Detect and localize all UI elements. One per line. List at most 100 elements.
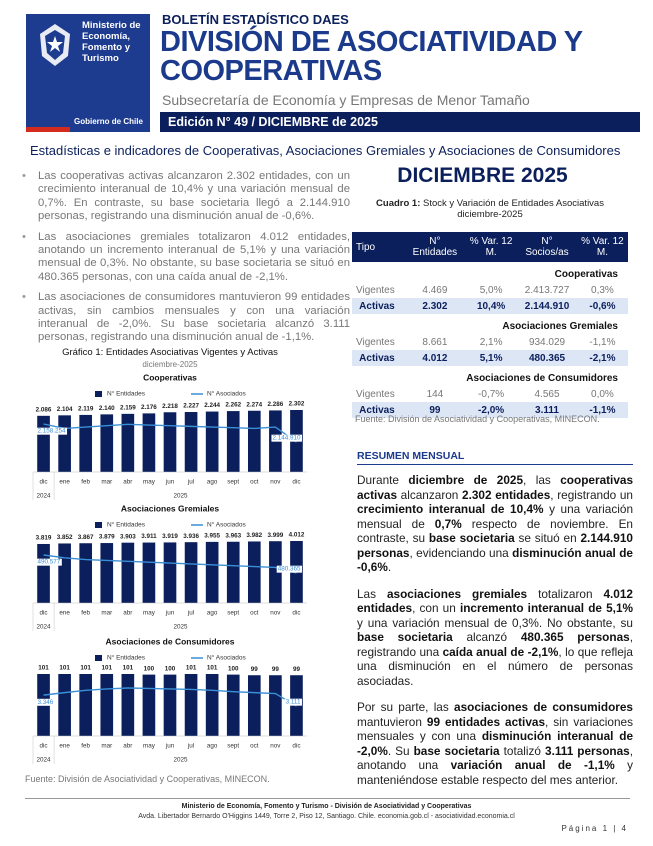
bar: [58, 415, 71, 472]
bar: [205, 674, 219, 736]
x-tick-label: jul: [187, 479, 194, 486]
caption-label: Cuadro 1:: [376, 198, 421, 209]
cell: 2.144.910: [517, 298, 577, 314]
value-label: 3.936: [183, 533, 199, 540]
x-tick-label: dic: [40, 610, 48, 617]
text-run: , registrando un: [550, 487, 633, 502]
value-label: 2.158.254: [38, 428, 67, 435]
cell: 5,0%: [479, 284, 503, 296]
footer-org: Ministerio de Economía, Fomento y Turism…: [181, 803, 472, 810]
value-label: 100: [144, 665, 155, 672]
bar: [100, 414, 114, 472]
bar: [205, 411, 219, 472]
text-run: caída anual de -2,1%: [442, 644, 559, 659]
legend-label: N° Asociados: [207, 654, 246, 662]
x-group-label: 2025: [174, 757, 189, 764]
value-label: 2.144.910: [272, 435, 301, 442]
value-label: 101: [102, 665, 113, 672]
header-cell: N° Socios/as: [517, 232, 577, 262]
subtitle: Subsecretaría de Economía y Empresas de …: [162, 92, 530, 108]
value-label: 3.346: [38, 699, 54, 706]
chart: Asociaciones de Consumidores N° Entidades…: [32, 636, 307, 764]
x-tick-label: sept: [227, 743, 239, 750]
legend-swatch: [95, 522, 102, 528]
legend-label: N° Asociados: [207, 390, 246, 398]
month-title: DICIEMBRE 2025: [397, 164, 568, 187]
bullet: Las cooperativas activas alcanzaron 2.30…: [22, 170, 350, 224]
cell: 2.302: [404, 298, 466, 314]
table-row: Activas 4.012 5,1% 480.365 -2,1%: [352, 350, 628, 366]
paragraph: Las asociaciones gremiales totalizaron 4…: [357, 587, 633, 689]
x-tick-label: sept: [227, 479, 239, 486]
footer-rule: [25, 798, 630, 799]
line: [43, 687, 297, 707]
x-tick-label: feb: [81, 743, 90, 750]
x-tick-label: may: [143, 479, 156, 486]
chart-title: Cooperativas: [143, 372, 197, 382]
value-label: 2.302: [289, 401, 305, 408]
x-tick-label: abr: [123, 743, 132, 750]
text-run: Las: [357, 586, 387, 601]
paragraph: Durante diciembre de 2025, las cooperati…: [357, 473, 633, 575]
x-tick-label: dic: [292, 479, 300, 486]
x-tick-label: ene: [59, 479, 70, 486]
text-run: , anotando una: [357, 743, 634, 773]
text-run: respecto de noviembre. En contraste, su: [357, 516, 633, 546]
text-run: alcanzó: [452, 630, 521, 644]
value-label: 2.227: [183, 403, 199, 410]
chart-source: Fuente: División de Asociatividad y Coop…: [25, 774, 270, 784]
cell: 4.469: [422, 284, 448, 296]
x-tick-label: may: [143, 743, 156, 750]
x-group-label: 2025: [174, 624, 189, 631]
x-group-label: 2024: [37, 757, 52, 764]
x-tick-label: oct: [250, 743, 259, 750]
value-label: 2.244: [204, 402, 220, 409]
text-run: base societaria: [413, 743, 500, 758]
header-cell: % Var. 12 M.: [576, 232, 628, 262]
cell: Vigentes: [356, 388, 395, 400]
bar: [163, 674, 177, 736]
x-tick-label: mar: [101, 610, 112, 617]
chart-group-subtitle: diciembre-2025: [142, 360, 198, 369]
logo-stripe: [26, 127, 70, 132]
value-label: 2.218: [162, 403, 178, 410]
value-label: 99: [272, 666, 280, 673]
text-run: 0,7%: [434, 516, 462, 531]
legend-label: N° Asociados: [207, 521, 246, 529]
bullets: Las cooperativas activas alcanzaron 2.30…: [20, 170, 350, 352]
table: Tipo N° Entidades% Var. 12 M. N° Socios/as…: [352, 232, 628, 418]
cell: 3.111: [517, 402, 577, 418]
header-cell: % Var. 12 M.: [465, 232, 518, 262]
bar: [142, 413, 156, 472]
bullet: Las asociaciones de consumidores mantuvi…: [22, 291, 350, 345]
text-run: 2.144.910 personas: [357, 531, 633, 560]
bar: [121, 674, 135, 736]
cell: Vigentes: [356, 284, 395, 296]
cell: 5,1%: [465, 350, 518, 366]
logo-gov: Gobierno de Chile: [74, 117, 143, 126]
cell: 2.413.727: [524, 284, 570, 296]
cell: 2,1%: [479, 336, 503, 348]
bar: [163, 412, 177, 472]
value-label: 3.819: [36, 535, 52, 542]
bullet: Las asociaciones gremiales totalizaron 4…: [22, 231, 350, 285]
text-run: base societaria: [357, 630, 453, 644]
x-tick-label: dic: [40, 479, 48, 486]
cell: -1,1%: [576, 402, 628, 418]
cell: 144: [426, 388, 444, 400]
text-run: Por su parte, las: [357, 700, 455, 714]
bar: [226, 411, 240, 472]
group-name: Asociaciones de Consumidores: [466, 372, 618, 384]
value-label: 3.903: [120, 533, 136, 540]
cell: 0,3%: [591, 284, 614, 296]
bar: [247, 410, 261, 472]
value-label: 2.140: [99, 405, 115, 412]
group-name: Cooperativas: [554, 268, 618, 280]
value-label: 101: [38, 665, 49, 672]
text-run: alcanzaron: [397, 487, 463, 502]
x-tick-label: feb: [81, 479, 90, 486]
edition: Edición N° 49 / DICIEMBRE de 2025: [160, 112, 640, 132]
x-group-label: 2024: [37, 493, 52, 500]
cell: -2,0%: [465, 402, 518, 418]
group-row: Asociaciones Gremiales: [352, 314, 628, 334]
